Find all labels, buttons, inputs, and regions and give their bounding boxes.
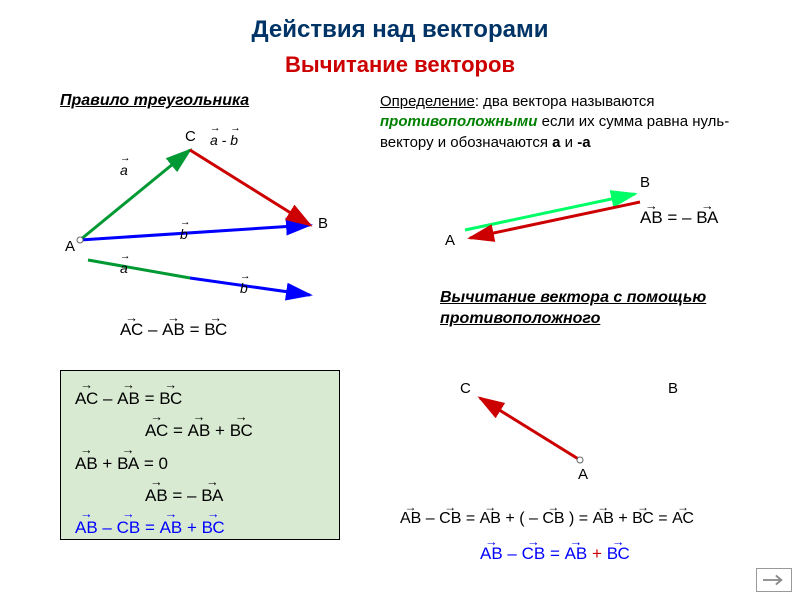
sub2-a-label: А	[578, 466, 588, 483]
point-c-label: С	[185, 128, 196, 145]
point-a-label: А	[65, 238, 75, 255]
opposite-equation: АВ = – ВА	[640, 208, 718, 228]
vec-a-label-2: а	[120, 260, 128, 276]
triangle-equation: АС – АВ = ВС	[120, 320, 227, 340]
point-b-label: В	[318, 215, 328, 232]
sub2-b-label: В	[668, 380, 678, 397]
triangle-rule-heading: Правило треугольника	[60, 92, 249, 110]
vec-a-minus-b: а - b	[210, 132, 238, 148]
triangle-diagram: А В С а а - b b а b	[40, 120, 360, 320]
vec-b-label-2: b	[240, 280, 248, 296]
vec-a-label-1: а	[120, 162, 128, 178]
bottom-equation-1: АВ – СВ = АВ + ( – СВ ) = АВ + ВС = АС	[400, 510, 694, 528]
vec-b-label-1: b	[180, 226, 188, 242]
definition-keyword: противоположными	[380, 113, 537, 130]
bottom-equation-2: АВ – СВ = АВ + ВС	[480, 544, 630, 564]
opp-b-label: В	[640, 174, 650, 191]
subtract-via-opposite-heading: Вычитание вектора с помощью противополож…	[440, 288, 800, 330]
opp-a-label: А	[445, 232, 455, 249]
sub2-c-label: С	[460, 380, 471, 397]
subtract-diagram: А В С	[440, 360, 760, 510]
formula-box: АС – АВ = ВС АС = АВ + ВС АВ + ВА = 0 АВ…	[60, 370, 340, 540]
page-title: Действия над векторами	[0, 16, 800, 44]
page-subtitle: Вычитание векторов	[0, 52, 800, 78]
definition-text: Определение: два вектора называются прот…	[380, 92, 780, 153]
definition-word: Определение	[380, 93, 475, 110]
next-slide-button[interactable]	[756, 568, 792, 592]
